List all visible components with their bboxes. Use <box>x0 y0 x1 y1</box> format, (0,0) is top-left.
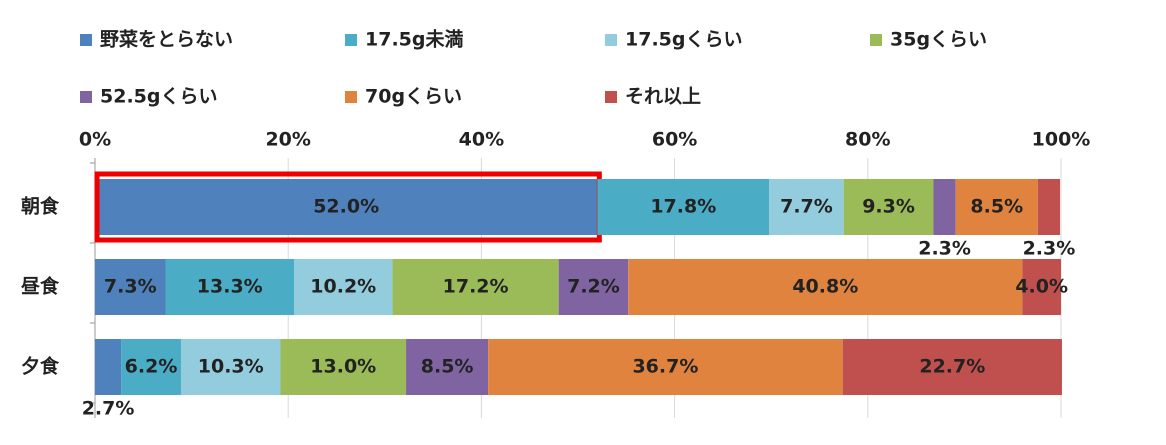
value-label: 8.5% <box>421 356 474 378</box>
legend-label: 17.5g未満 <box>365 28 463 51</box>
value-label: 10.3% <box>198 356 264 378</box>
value-label: 2.3% <box>918 238 971 260</box>
bar-segment <box>165 259 294 315</box>
bar-segment <box>392 259 559 315</box>
legend-label: それ以上 <box>625 86 701 108</box>
legend-swatch <box>80 91 92 103</box>
bar-segment <box>597 179 770 235</box>
bar-segment <box>843 179 934 235</box>
category-label: 昼食 <box>21 275 60 298</box>
x-tick-label: 100% <box>1032 129 1091 151</box>
value-label: 40.8% <box>792 276 858 298</box>
bar-segment <box>280 339 407 395</box>
legend-swatch <box>345 91 357 103</box>
bar-segment <box>1022 259 1061 315</box>
legend-label: 野菜をとらない <box>100 28 233 51</box>
value-label: 8.5% <box>970 196 1023 218</box>
bar-segment <box>1037 179 1061 235</box>
value-label: 4.0% <box>1015 276 1068 298</box>
bar-segment <box>95 339 122 395</box>
value-label: 22.7% <box>919 356 985 378</box>
legend-label: 52.5gくらい <box>100 86 217 108</box>
x-tick-label: 40% <box>459 129 504 151</box>
value-label: 13.0% <box>310 356 376 378</box>
legend-swatch <box>345 34 357 46</box>
bar-segment <box>933 179 956 235</box>
bar-segment <box>293 259 393 315</box>
value-label: 7.7% <box>780 196 833 218</box>
legend-label: 17.5gくらい <box>625 29 742 51</box>
value-label: 13.3% <box>197 276 263 298</box>
value-label: 7.2% <box>567 276 620 298</box>
category-label: 夕食 <box>21 355 60 378</box>
bar-segment <box>180 339 281 395</box>
bar-segment <box>488 339 843 395</box>
bar-segment <box>558 259 629 315</box>
value-label: 10.2% <box>310 276 376 298</box>
value-label: 17.8% <box>650 196 716 218</box>
x-tick-label: 20% <box>265 129 310 151</box>
bar-segment <box>628 259 1023 315</box>
legend-label: 35gくらい <box>890 29 987 51</box>
legend-swatch <box>605 34 617 46</box>
value-label: 7.3% <box>104 276 157 298</box>
bar-segment <box>406 339 489 395</box>
legend-swatch <box>80 34 92 46</box>
legend-swatch <box>605 91 617 103</box>
value-label: 6.2% <box>125 356 178 378</box>
value-label: 52.0% <box>313 196 379 218</box>
bar-segment <box>842 339 1062 395</box>
legend-label: 70gくらい <box>365 86 462 108</box>
category-label: 朝食 <box>21 195 60 218</box>
x-tick-label: 60% <box>652 129 697 151</box>
x-tick-label: 80% <box>845 129 890 151</box>
bar-segment <box>95 179 598 235</box>
x-tick-label: 0% <box>79 129 111 151</box>
value-label: 17.2% <box>443 276 509 298</box>
value-label: 2.7% <box>82 398 135 420</box>
bar-segment <box>95 259 166 315</box>
value-label: 2.3% <box>1023 238 1076 260</box>
legend-swatch <box>870 34 882 46</box>
bar-segment <box>955 179 1038 235</box>
bar-segment <box>769 179 844 235</box>
value-label: 9.3% <box>862 196 915 218</box>
bar-segment <box>121 339 181 395</box>
value-label: 36.7% <box>632 356 698 378</box>
